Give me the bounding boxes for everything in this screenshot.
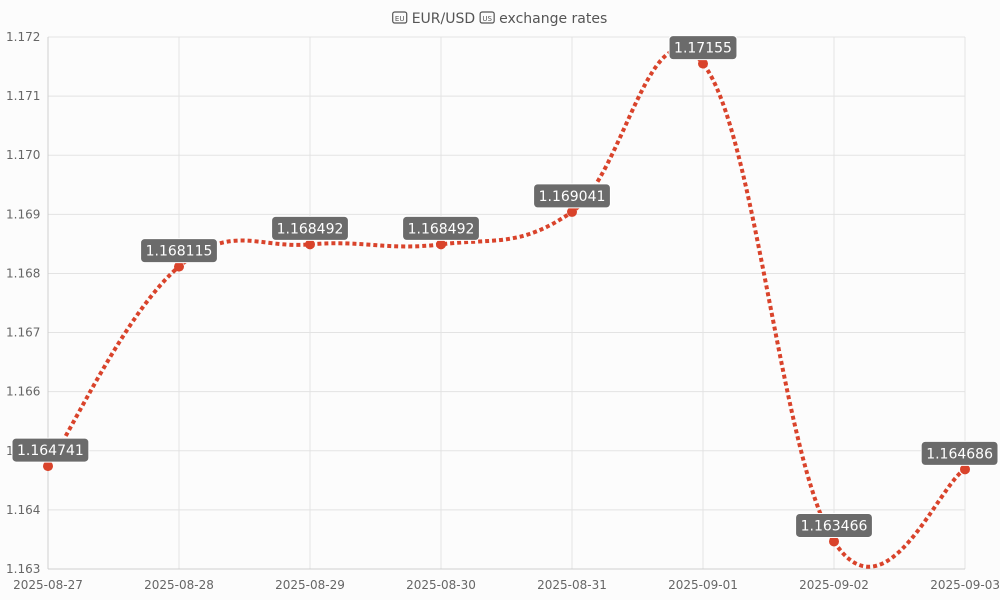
data-label-text: 1.169041 bbox=[539, 189, 606, 205]
data-label-text: 1.164686 bbox=[926, 446, 993, 462]
y-tick-label: 1.168 bbox=[6, 266, 40, 280]
grid-lines bbox=[47, 36, 966, 570]
data-point[interactable] bbox=[698, 58, 708, 69]
eu-flag-icon: EU bbox=[392, 11, 408, 24]
data-label: 1.164741 bbox=[11, 437, 90, 463]
data-label-text: 1.163466 bbox=[801, 518, 868, 534]
data-label-box bbox=[271, 215, 349, 241]
data-point[interactable] bbox=[305, 239, 315, 250]
x-tick-label: 2025-08-28 bbox=[144, 578, 214, 592]
x-tick-label: 2025-08-30 bbox=[406, 578, 476, 592]
y-tick-label: 1.172 bbox=[6, 30, 40, 44]
x-axis-ticks: 2025-08-27 2025-08-28 2025-08-29 2025-08-30… bbox=[13, 578, 1000, 592]
data-label-box bbox=[668, 35, 738, 61]
series-group bbox=[46, 47, 967, 569]
x-tick-label: 2025-08-27 bbox=[13, 578, 83, 592]
data-points bbox=[43, 58, 970, 547]
data-label-box bbox=[140, 238, 218, 264]
data-label-box bbox=[402, 215, 480, 241]
x-tick-label: 2025-09-02 bbox=[799, 578, 869, 592]
data-point[interactable] bbox=[43, 461, 53, 472]
series-line bbox=[46, 47, 967, 569]
data-label: 1.163466 bbox=[795, 512, 873, 538]
x-tick-label: 2025-09-03 bbox=[930, 578, 1000, 592]
y-tick-label: 1.166 bbox=[6, 385, 40, 399]
data-label-box bbox=[795, 512, 873, 538]
axes bbox=[47, 37, 965, 570]
y-tick-label: 1.167 bbox=[6, 326, 40, 340]
data-label: 1.168115 bbox=[140, 238, 218, 264]
data-point[interactable] bbox=[436, 239, 446, 250]
chart-title-group: EU EUR/USD exchange rates US bbox=[392, 11, 608, 27]
y-tick-label: 1.170 bbox=[6, 148, 40, 162]
data-label: 1.17155 bbox=[668, 35, 738, 61]
data-point[interactable] bbox=[960, 464, 970, 475]
data-label-text: 1.168492 bbox=[408, 221, 475, 237]
data-label: 1.169041 bbox=[533, 183, 611, 209]
data-label-box bbox=[920, 440, 999, 466]
y-tick-label: 1.169 bbox=[6, 207, 40, 221]
svg-text:US: US bbox=[482, 15, 492, 23]
y-tick-label: 1.163 bbox=[6, 562, 40, 576]
data-label: 1.168492 bbox=[271, 215, 349, 241]
data-labels: 1.164741 1.168115 1.168492 1.168492 1.169041… bbox=[11, 35, 999, 538]
x-tick-label: 2025-09-01 bbox=[668, 578, 738, 592]
y-tick-label: 1.164 bbox=[6, 503, 40, 517]
chart-title: EUR/USD exchange rates bbox=[412, 11, 608, 27]
data-label: 1.164686 bbox=[920, 440, 999, 466]
data-label-box bbox=[11, 437, 90, 463]
data-point[interactable] bbox=[174, 261, 184, 272]
us-flag-icon: US bbox=[479, 11, 495, 24]
data-label-box bbox=[533, 183, 611, 209]
data-label-text: 1.164741 bbox=[17, 443, 84, 459]
x-tick-label: 2025-08-31 bbox=[537, 578, 607, 592]
data-label: 1.168492 bbox=[402, 215, 480, 241]
data-point[interactable] bbox=[567, 206, 577, 217]
data-point[interactable] bbox=[829, 536, 839, 547]
y-tick-label: 1.171 bbox=[6, 89, 40, 103]
data-label-text: 1.168492 bbox=[277, 221, 344, 237]
y-axis-ticks: 1.1631.1641.1651.1661.1671.1681.1691.170… bbox=[6, 30, 40, 576]
data-label-text: 1.168115 bbox=[146, 244, 213, 260]
data-label-text: 1.17155 bbox=[674, 41, 732, 57]
svg-text:EU: EU bbox=[395, 15, 405, 23]
x-tick-label: 2025-08-29 bbox=[275, 578, 345, 592]
